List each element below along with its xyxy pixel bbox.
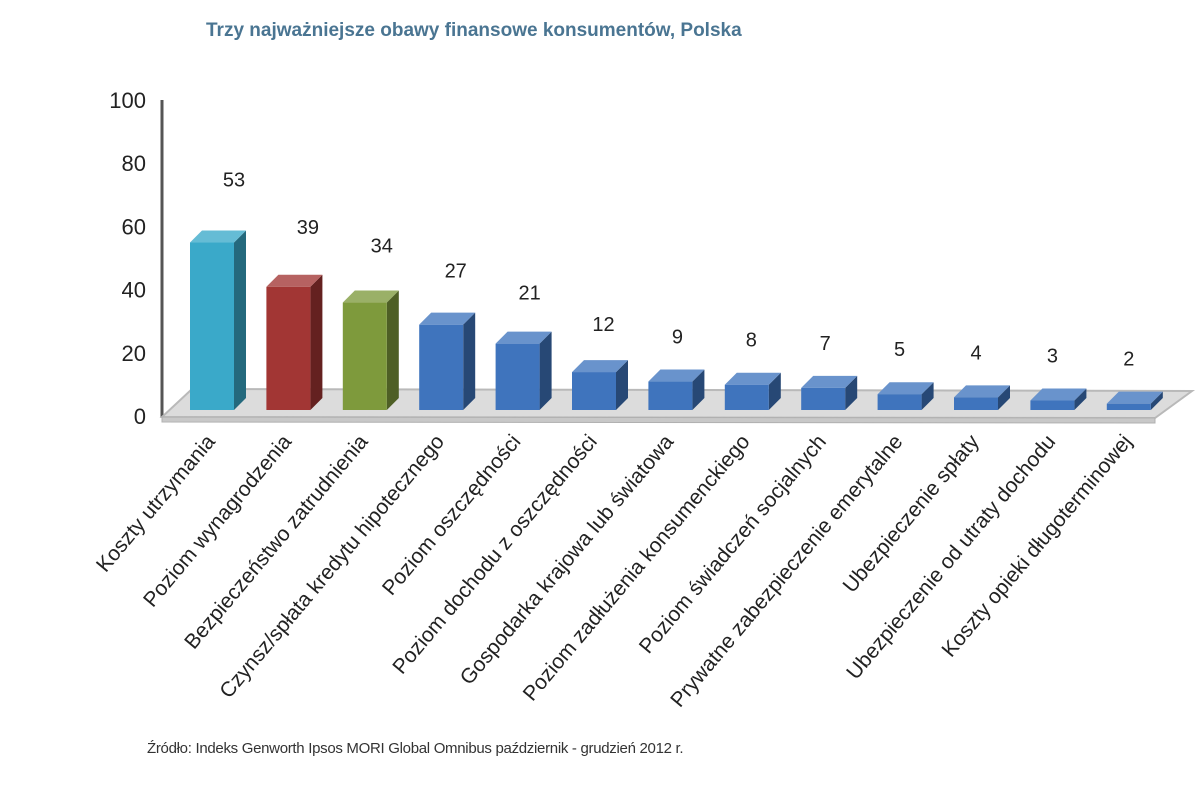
data-label: 2 <box>1123 349 1134 371</box>
data-label: 39 <box>297 217 319 239</box>
bar <box>1030 400 1075 410</box>
bar-top <box>801 375 858 388</box>
bar-side <box>998 385 1010 410</box>
bar-side <box>616 360 628 410</box>
bar-top <box>572 360 628 373</box>
data-label: 34 <box>371 236 393 258</box>
data-label: 53 <box>223 170 245 192</box>
bar-side <box>234 230 246 410</box>
bar <box>342 302 387 410</box>
bar-top <box>877 382 934 395</box>
source-note: Źródło: Indeks Genworth Ipsos MORI Globa… <box>147 740 684 757</box>
bar-top <box>266 274 323 287</box>
chart-title: Trzy najważniejsze obawy finansowe konsu… <box>206 20 742 41</box>
bar-side <box>1150 391 1163 410</box>
data-label: 3 <box>1047 346 1058 368</box>
bar <box>495 343 540 410</box>
bar <box>572 372 616 410</box>
bar-top <box>724 372 781 385</box>
bar-top <box>190 230 246 243</box>
data-label: 9 <box>672 327 683 349</box>
bar-side <box>1074 388 1087 410</box>
category-label: Ubezpieczenie spłaty <box>839 430 984 597</box>
bar <box>877 394 922 410</box>
bar-top <box>419 312 476 325</box>
data-label: 8 <box>746 330 757 352</box>
bar <box>954 397 998 410</box>
category-label: Poziom wynagrodzenia <box>139 430 296 611</box>
bar-side <box>310 274 323 410</box>
bar <box>1106 403 1151 410</box>
data-label: 5 <box>894 339 905 361</box>
bar-top <box>342 290 399 303</box>
y-tick-label: 40 <box>122 278 146 303</box>
y-tick-label: 80 <box>122 151 146 176</box>
y-tick-label: 20 <box>122 341 146 366</box>
bar <box>419 324 464 410</box>
bar-side <box>845 375 858 410</box>
category-label: Poziom oszczędności <box>378 430 525 599</box>
bar <box>724 384 769 410</box>
bar <box>801 387 846 410</box>
bar <box>648 381 693 410</box>
bar-top <box>1030 388 1087 401</box>
bar-side <box>463 312 476 410</box>
data-label: 21 <box>518 283 540 305</box>
bar <box>266 286 311 410</box>
bar <box>190 242 234 410</box>
bar-side <box>692 369 705 410</box>
bar-side <box>539 331 552 410</box>
data-label: 27 <box>445 261 467 283</box>
data-label: 12 <box>592 314 614 336</box>
data-label: 7 <box>820 333 831 355</box>
bar-side <box>768 372 781 410</box>
data-label: 4 <box>970 342 981 364</box>
y-tick-label: 100 <box>109 88 146 113</box>
bar-side <box>386 290 399 410</box>
bar-side <box>921 382 934 410</box>
bar-top <box>1106 391 1163 404</box>
bar-top <box>648 369 705 382</box>
chart-floor-front <box>161 416 1156 424</box>
bar-top <box>954 385 1010 398</box>
bar-top <box>495 331 552 344</box>
y-tick-label: 60 <box>122 214 146 239</box>
y-tick-label: 0 <box>134 404 146 429</box>
